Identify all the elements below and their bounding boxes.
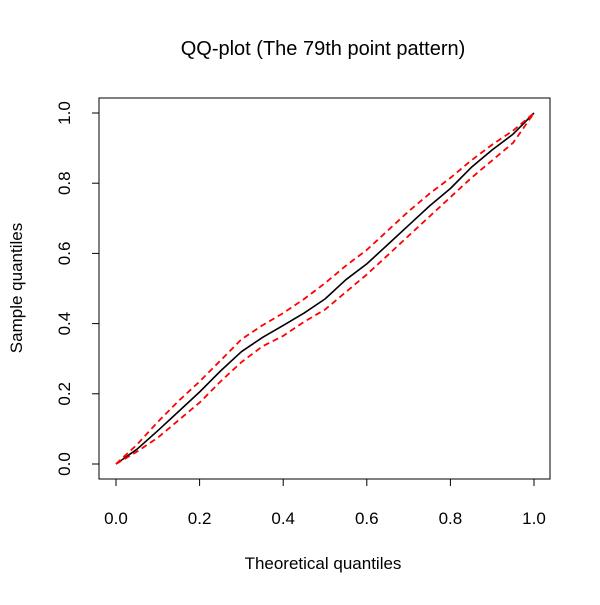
y-tick-label: 0.0 xyxy=(55,452,74,476)
chart-title: QQ-plot (The 79th point pattern) xyxy=(181,38,466,60)
x-tick-label: 0.8 xyxy=(439,509,463,528)
x-axis-label: Theoretical quantiles xyxy=(245,554,402,573)
x-tick-label: 0.2 xyxy=(188,509,212,528)
series-layer xyxy=(115,112,535,465)
y-tick-label: 0.4 xyxy=(55,312,74,336)
x-tick-label: 0.6 xyxy=(355,509,379,528)
y-axis: 0.0 0.2 0.4 0.6 0.8 1.0 xyxy=(55,101,100,476)
x-tick-label: 0.0 xyxy=(104,509,128,528)
y-axis-label: Sample quantiles xyxy=(7,223,26,353)
x-tick-label: 0.4 xyxy=(271,509,295,528)
x-tick-label: 1.0 xyxy=(522,509,546,528)
sample-line xyxy=(115,112,535,465)
x-axis: 0.0 0.2 0.4 0.6 0.8 1.0 xyxy=(104,478,546,528)
y-tick-label: 1.0 xyxy=(55,101,74,125)
lower-envelope-line xyxy=(115,112,535,465)
y-tick-label: 0.2 xyxy=(55,382,74,406)
y-tick-label: 0.8 xyxy=(55,171,74,195)
y-tick-label: 0.6 xyxy=(55,242,74,266)
